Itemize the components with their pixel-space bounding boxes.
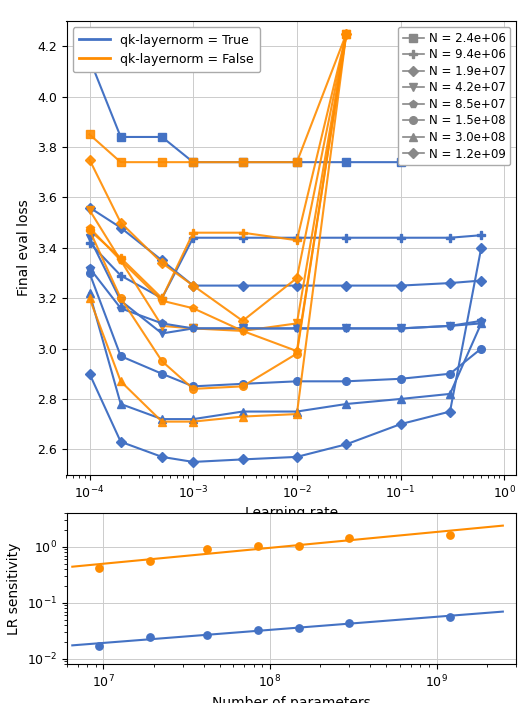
X-axis label: Number of parameters: Number of parameters — [212, 696, 371, 703]
Y-axis label: LR sensitivity: LR sensitivity — [7, 543, 21, 635]
Point — [345, 618, 354, 629]
Point — [146, 556, 154, 567]
Point — [95, 640, 103, 652]
Point — [445, 611, 454, 622]
Point — [203, 543, 212, 554]
Point — [254, 624, 262, 636]
Point — [295, 540, 304, 551]
Point — [203, 629, 212, 640]
Y-axis label: Final eval loss: Final eval loss — [18, 200, 31, 296]
Legend: N = 2.4e+06, N = 9.4e+06, N = 1.9e+07, N = 4.2e+07, N = 8.5e+07, N = 1.5e+08, N : N = 2.4e+06, N = 9.4e+06, N = 1.9e+07, N… — [398, 27, 510, 165]
Point — [345, 532, 354, 543]
Point — [254, 540, 262, 551]
Point — [95, 562, 103, 574]
Point — [146, 631, 154, 643]
Point — [295, 622, 304, 633]
X-axis label: Learning rate: Learning rate — [245, 506, 338, 520]
Point — [445, 529, 454, 541]
